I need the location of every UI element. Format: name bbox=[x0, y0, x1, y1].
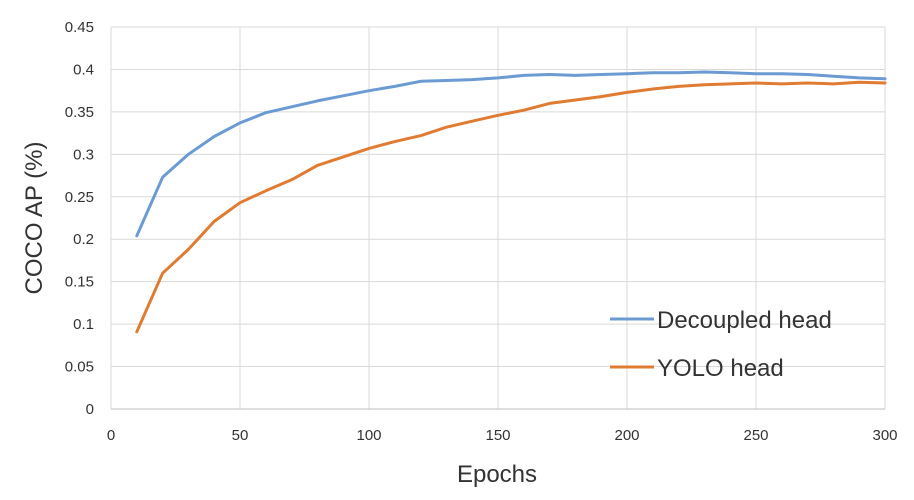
y-tick-label: 0.15 bbox=[65, 274, 94, 291]
y-tick-label: 0 bbox=[86, 401, 94, 418]
y-tick-label: 0.4 bbox=[73, 61, 94, 78]
x-tick-label: 200 bbox=[614, 427, 639, 444]
x-tick-label: 0 bbox=[107, 427, 115, 444]
y-axis-title: COCO AP (%) bbox=[21, 142, 48, 295]
axis-lines bbox=[110, 27, 885, 410]
x-tick-label: 50 bbox=[232, 427, 249, 444]
legend-label: YOLO head bbox=[657, 355, 784, 382]
x-tick-labels: 0 50 100 150 200 250 300 bbox=[107, 427, 898, 444]
legend: Decoupled head YOLO head bbox=[610, 307, 832, 382]
series-line-decoupled-head bbox=[135, 70, 887, 238]
y-tick-label: 0.2 bbox=[73, 231, 94, 248]
y-tick-label: 0.25 bbox=[65, 189, 94, 206]
y-tick-label: 0.45 bbox=[65, 19, 94, 36]
series-lines bbox=[135, 70, 887, 334]
series-line-yolo-head bbox=[135, 80, 887, 334]
y-tick-label: 0.05 bbox=[65, 359, 94, 376]
x-tick-label: 100 bbox=[356, 427, 381, 444]
x-tick-label: 250 bbox=[743, 427, 768, 444]
y-tick-label: 0.3 bbox=[73, 146, 94, 163]
y-tick-label: 0.35 bbox=[65, 104, 94, 121]
grid-lines bbox=[111, 26, 886, 409]
y-tick-labels: 0 0.05 0.1 0.15 0.2 0.25 0.3 0.35 0.4 0.45 bbox=[65, 19, 94, 418]
y-tick-label: 0.1 bbox=[73, 316, 94, 333]
x-tick-label: 300 bbox=[872, 427, 897, 444]
legend-label: Decoupled head bbox=[657, 307, 832, 334]
x-tick-label: 150 bbox=[485, 427, 510, 444]
x-axis-title: Epochs bbox=[457, 461, 537, 488]
